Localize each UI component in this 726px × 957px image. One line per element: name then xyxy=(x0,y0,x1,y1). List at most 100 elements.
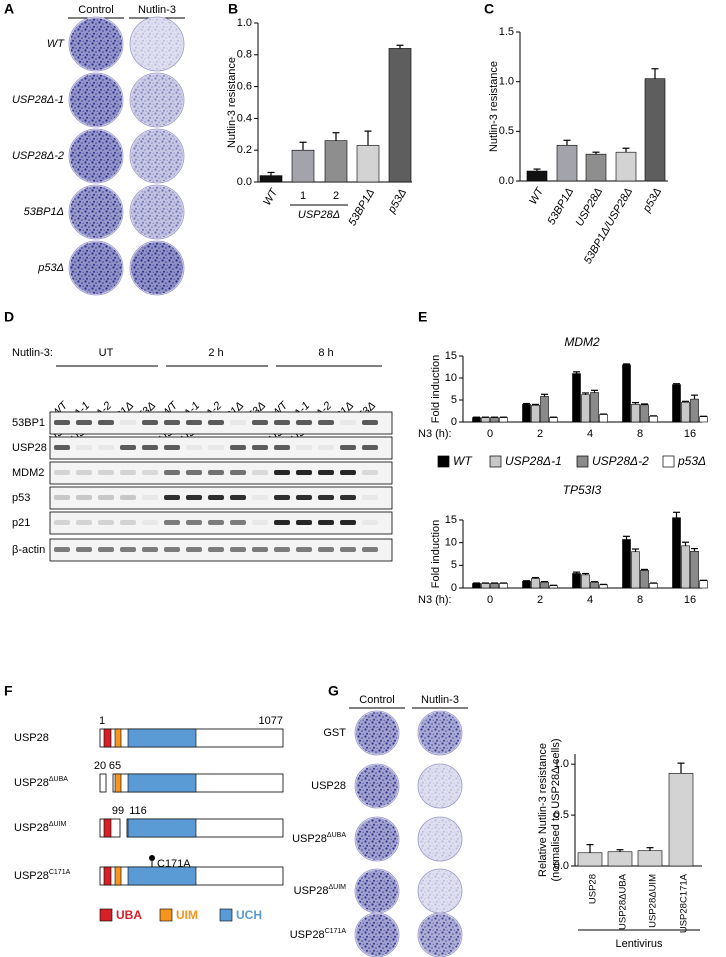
colonies xyxy=(70,130,122,182)
colony-density xyxy=(419,870,461,912)
bar xyxy=(581,394,590,423)
y-tick-label: 10 xyxy=(445,372,457,384)
bar xyxy=(522,580,531,589)
colonies xyxy=(70,74,122,126)
bar xyxy=(291,149,315,183)
bar xyxy=(526,170,548,182)
band xyxy=(186,547,202,552)
colony-density xyxy=(419,818,461,860)
bar xyxy=(599,584,608,589)
band xyxy=(54,445,70,450)
position-label: 116 xyxy=(129,805,147,817)
row-label: 53BP1Δ xyxy=(24,206,64,218)
band xyxy=(296,445,312,450)
mutation-label: C171A xyxy=(157,858,191,870)
band xyxy=(230,420,246,425)
construct-label-main: USP28 xyxy=(14,777,49,789)
bar xyxy=(699,416,708,423)
bar xyxy=(472,583,481,589)
band xyxy=(98,420,114,425)
band xyxy=(362,495,378,500)
x-tick-label: WT xyxy=(261,186,281,208)
colony-density xyxy=(70,242,122,294)
colony-density xyxy=(70,130,122,182)
legend-swatch xyxy=(576,455,589,468)
colonies xyxy=(131,186,183,238)
legend-swatch xyxy=(489,455,502,468)
bar xyxy=(631,551,640,589)
band xyxy=(98,520,114,525)
colony-density xyxy=(356,818,398,860)
construct-label: USP28C171A xyxy=(14,869,71,882)
row-label-main: USP28 xyxy=(311,780,346,792)
band xyxy=(208,445,224,450)
bar xyxy=(690,550,699,589)
x-tick-label: USP28ΔUBA xyxy=(618,873,629,930)
colonies xyxy=(70,18,122,70)
condition-label: 8 h xyxy=(318,347,333,359)
y-axis-label: Fold induction xyxy=(430,355,442,424)
position-label: 1077 xyxy=(259,715,283,727)
band xyxy=(208,420,224,425)
row-label-main: USP28 xyxy=(292,833,327,845)
colonies xyxy=(356,712,398,754)
band xyxy=(186,495,202,500)
x-tick-label: 53BP1Δ xyxy=(347,187,378,228)
y-axis-label: (normalised to USP28Δ cells) xyxy=(550,738,562,881)
colony-density xyxy=(356,870,398,912)
bar xyxy=(585,153,607,182)
band xyxy=(142,495,158,500)
domain-legend: UCH xyxy=(236,908,262,922)
y-tick-label: 0.2 xyxy=(237,144,252,156)
band xyxy=(76,520,92,525)
y-tick-label: 1.0 xyxy=(554,758,569,770)
band xyxy=(362,520,378,525)
band xyxy=(362,547,378,552)
band xyxy=(164,520,180,525)
band xyxy=(296,547,312,552)
construct-label-main: USP28 xyxy=(14,822,49,834)
y-tick-label: 0.8 xyxy=(237,49,252,61)
condition-label: UT xyxy=(99,347,114,359)
band xyxy=(164,445,180,450)
bar xyxy=(681,401,690,423)
column-header: Control xyxy=(78,4,113,16)
colony-density xyxy=(131,130,183,182)
band xyxy=(318,495,334,500)
bar xyxy=(681,545,690,589)
band xyxy=(362,470,378,475)
x-tick-label: 0 xyxy=(487,428,493,440)
legend-label: p53Δ xyxy=(677,454,706,468)
condition-label: 2 h xyxy=(208,347,223,359)
bar xyxy=(581,574,590,589)
position-label: 20 xyxy=(94,760,106,772)
blot-label: p53 xyxy=(12,492,30,504)
band xyxy=(252,420,268,425)
y-tick-label: 0 xyxy=(451,582,457,594)
x-tick-label: 2 xyxy=(333,190,339,202)
bar xyxy=(631,404,640,423)
band xyxy=(362,445,378,450)
colonies xyxy=(419,870,461,912)
band xyxy=(252,495,268,500)
bar xyxy=(540,581,549,589)
legend-label: USP28Δ-2 xyxy=(592,454,649,468)
band xyxy=(230,547,246,552)
band xyxy=(54,520,70,525)
x-tick-label: 1 xyxy=(300,190,306,202)
band xyxy=(120,420,136,425)
band xyxy=(186,420,202,425)
colonies xyxy=(131,18,183,70)
colony-density xyxy=(131,242,183,294)
bar xyxy=(540,396,549,423)
treatment-label: Nutlin-3: xyxy=(12,347,53,359)
band xyxy=(76,547,92,552)
construct-label-main: USP28 xyxy=(14,870,49,882)
x-tick-label: p53Δ xyxy=(385,187,409,216)
y-tick-label: 0.0 xyxy=(499,175,514,187)
bar xyxy=(672,384,681,423)
colonies xyxy=(419,765,461,807)
colonies xyxy=(356,765,398,807)
colony-density xyxy=(419,765,461,807)
colony-density xyxy=(356,914,398,956)
